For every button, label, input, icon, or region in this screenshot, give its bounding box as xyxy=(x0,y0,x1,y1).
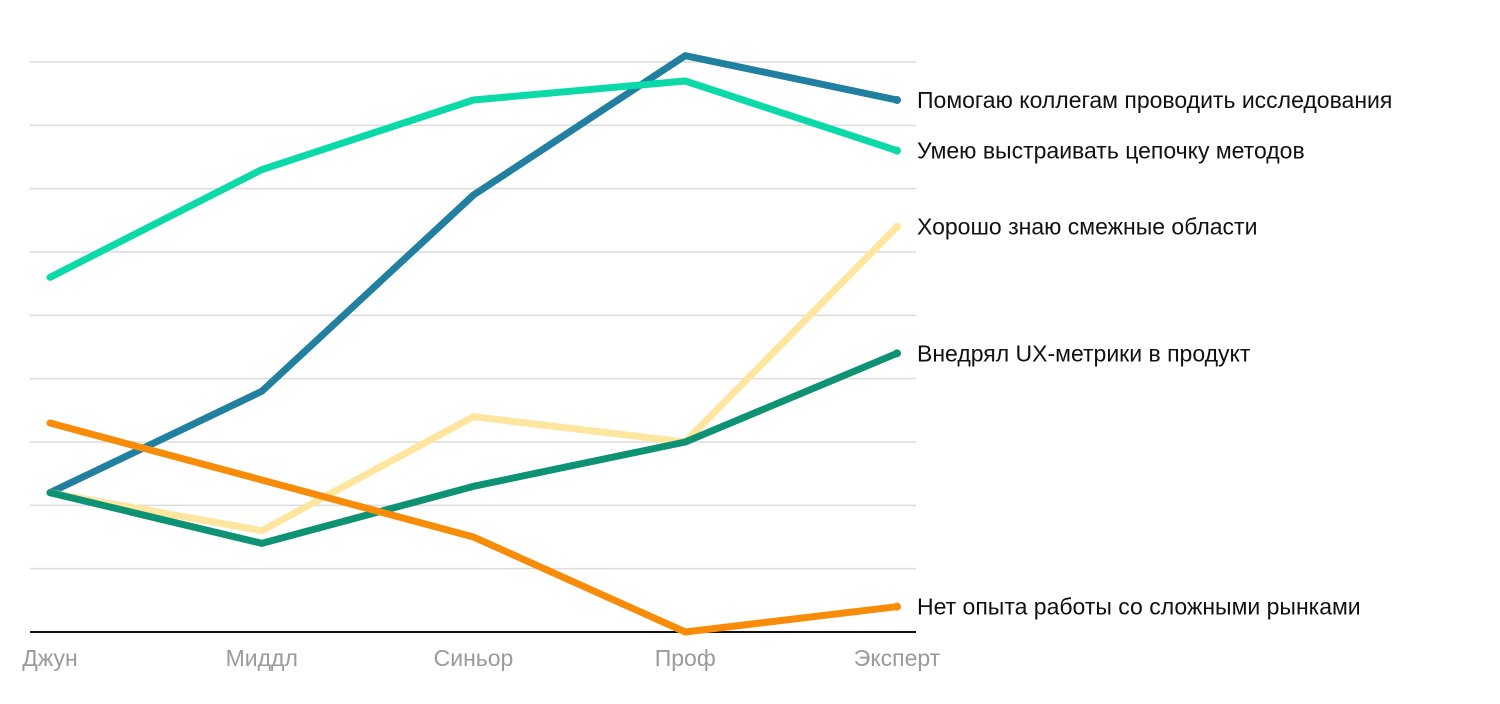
series-labels: Помогаю коллегам проводить исследования У… xyxy=(917,87,1392,620)
series-end-marker xyxy=(893,96,901,104)
series-end-marker xyxy=(893,222,901,231)
series-lines xyxy=(46,52,901,636)
series-label: Помогаю коллегам проводить исследования xyxy=(917,87,1392,113)
series-line xyxy=(46,77,901,281)
series-line xyxy=(46,52,901,497)
series-line xyxy=(46,419,901,636)
series-end-marker xyxy=(893,602,901,611)
gridlines xyxy=(30,61,916,570)
x-tick-label: Джун xyxy=(22,645,77,671)
x-tick-label: Проф xyxy=(655,645,716,671)
series-line xyxy=(46,349,901,547)
x-tick-label: Эксперт xyxy=(854,645,941,671)
series-line xyxy=(46,223,901,535)
series-label: Умею выстраивать цепочку методов xyxy=(917,138,1305,164)
x-tick-labels: Джун Миддл Синьор Проф Эксперт xyxy=(22,645,940,671)
series-end-marker xyxy=(893,349,901,358)
series-end-marker xyxy=(893,146,901,155)
series-label: Нет опыта работы со сложными рынками xyxy=(917,594,1361,620)
x-tick-label: Миддл xyxy=(226,645,298,671)
series-label: Внедрял UX-метрики в продукт xyxy=(917,340,1251,366)
series-label: Хорошо знаю смежные области xyxy=(917,214,1257,240)
x-tick-label: Синьор xyxy=(434,645,514,671)
